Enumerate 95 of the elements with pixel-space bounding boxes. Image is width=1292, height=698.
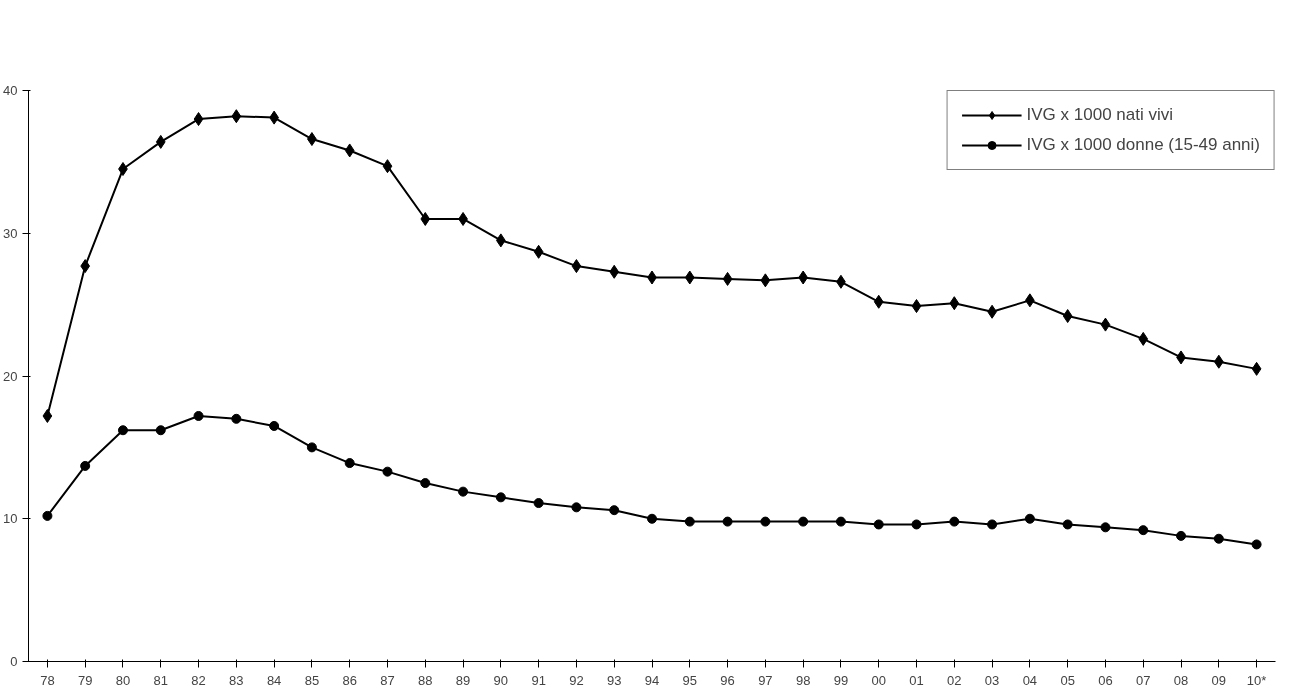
point — [269, 420, 280, 431]
point — [117, 425, 128, 436]
point — [609, 505, 620, 516]
legend-label: IVG x 1000 nati vivi — [1026, 105, 1174, 125]
point — [382, 159, 393, 174]
x-tick-label: 98 — [795, 672, 811, 688]
point — [722, 271, 733, 286]
point — [571, 502, 582, 513]
point — [1062, 309, 1073, 324]
y-tick-label: 20 — [3, 368, 18, 384]
x-tick-label: 04 — [1022, 672, 1038, 688]
point — [193, 410, 204, 421]
y-tick-label: 30 — [3, 225, 18, 241]
point — [231, 413, 242, 424]
x-tick-label: 99 — [833, 672, 849, 688]
point — [1024, 513, 1035, 524]
point — [1138, 331, 1149, 346]
y-tick-label: 10 — [3, 511, 18, 527]
x-tick-label: 91 — [531, 672, 546, 688]
point — [1062, 519, 1073, 530]
x-tick-label: 02 — [947, 672, 962, 688]
point — [835, 516, 846, 527]
x-tick-label: 89 — [455, 672, 471, 688]
point — [193, 112, 204, 127]
point — [533, 244, 544, 259]
point — [911, 299, 922, 314]
point — [760, 516, 771, 527]
point — [231, 109, 242, 124]
x-tick-label: 97 — [758, 672, 773, 688]
point — [760, 273, 771, 288]
x-tick-label: 88 — [418, 672, 433, 688]
point — [1138, 525, 1149, 536]
x-tick-label: 92 — [569, 672, 584, 688]
x-tick-label: 83 — [229, 672, 244, 688]
x-tick-label: 96 — [720, 672, 735, 688]
x-tick-label: 87 — [380, 672, 395, 688]
point — [1251, 539, 1262, 550]
x-tick-label: 80 — [115, 672, 131, 688]
point — [722, 516, 733, 527]
point — [949, 516, 960, 527]
y-tick-label: 40 — [3, 83, 18, 98]
point — [949, 296, 960, 311]
point — [420, 478, 431, 489]
point — [306, 442, 317, 453]
x-tick-label: 78 — [40, 672, 55, 688]
point — [873, 519, 884, 530]
point — [382, 466, 393, 477]
x-tick-label: 94 — [644, 672, 660, 688]
point — [1213, 533, 1224, 544]
point — [42, 510, 53, 521]
point — [1176, 530, 1187, 541]
point — [1100, 317, 1111, 332]
x-tick-label: 79 — [77, 672, 93, 688]
point — [609, 264, 620, 279]
point — [155, 134, 166, 149]
point — [155, 425, 166, 436]
x-tick-label: 90 — [493, 672, 509, 688]
point — [80, 259, 91, 274]
point — [344, 143, 355, 158]
point — [420, 211, 431, 226]
x-tick-label: 84 — [266, 672, 282, 688]
point — [80, 460, 91, 471]
point — [1100, 522, 1111, 533]
point — [798, 516, 809, 527]
point — [873, 294, 884, 309]
x-tick-label: 09 — [1211, 672, 1227, 688]
point — [571, 259, 582, 274]
point — [495, 492, 506, 503]
point — [458, 486, 469, 497]
point — [42, 408, 53, 423]
point — [533, 498, 544, 509]
x-tick-label: 00 — [871, 672, 886, 688]
y-tick-label: 0 — [10, 654, 18, 669]
point — [684, 516, 695, 527]
point — [1213, 354, 1224, 369]
x-tick-label: 06 — [1098, 672, 1113, 688]
point — [1251, 361, 1262, 376]
x-tick-label: 08 — [1173, 672, 1189, 688]
x-tick-label: 85 — [304, 672, 320, 688]
x-tick-label: 95 — [682, 672, 698, 688]
point — [987, 519, 998, 530]
point — [647, 513, 657, 524]
point — [344, 458, 355, 469]
point — [684, 270, 695, 285]
x-tick-label: 93 — [606, 672, 622, 688]
x-tick-label: 01 — [909, 672, 924, 688]
legend-label: IVG x 1000 donne (15-49 anni) — [1026, 135, 1260, 155]
point — [911, 519, 922, 530]
x-tick-label: 07 — [1136, 672, 1151, 688]
x-tick-label: 03 — [984, 672, 1000, 688]
x-tick-label: 05 — [1060, 672, 1075, 688]
x-tick-label: 10* — [1246, 672, 1267, 688]
x-tick-label: 86 — [342, 672, 357, 688]
x-tick-label: 81 — [153, 672, 168, 688]
x-tick-label: 82 — [191, 672, 206, 688]
